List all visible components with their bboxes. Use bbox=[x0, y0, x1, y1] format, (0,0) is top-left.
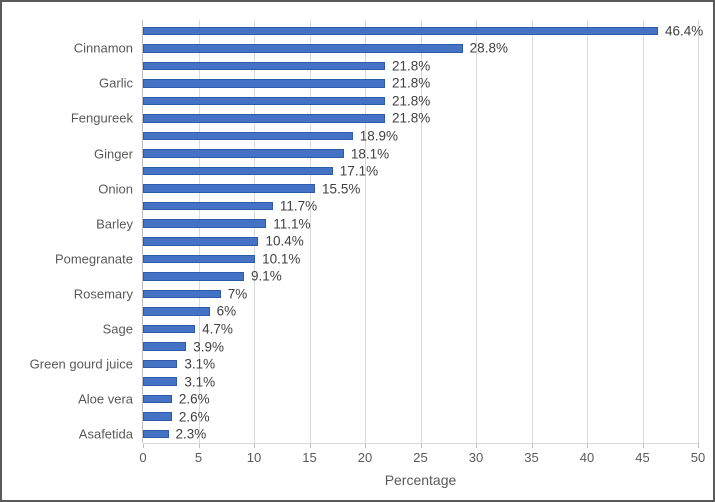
x-axis-tick bbox=[254, 443, 255, 448]
bar bbox=[143, 254, 256, 264]
bar bbox=[143, 394, 172, 404]
x-axis-tick bbox=[476, 443, 477, 448]
bar bbox=[143, 219, 267, 228]
bar-value-label: 2.3% bbox=[175, 426, 207, 442]
x-axis-tick bbox=[587, 443, 588, 448]
x-tick-label: 40 bbox=[579, 450, 595, 465]
bar bbox=[143, 61, 385, 71]
bar bbox=[143, 342, 187, 351]
bar-value-label: 28.8% bbox=[469, 40, 508, 56]
category-label: Green gourd juice bbox=[29, 356, 133, 372]
bar bbox=[143, 307, 210, 316]
category-label: Pomegranate bbox=[54, 251, 133, 267]
bar bbox=[143, 412, 172, 421]
x-tick-label: 45 bbox=[635, 450, 650, 465]
bar-value-label: 3.1% bbox=[184, 374, 216, 390]
x-tick-label: 5 bbox=[194, 450, 203, 465]
x-axis-tick bbox=[643, 443, 644, 448]
category-label: Sage bbox=[102, 321, 133, 337]
gridline bbox=[587, 20, 588, 443]
gridline bbox=[698, 20, 699, 443]
bar bbox=[143, 184, 316, 193]
bar bbox=[143, 44, 463, 53]
gridline bbox=[643, 20, 644, 443]
y-axis-line bbox=[142, 20, 143, 443]
bar-value-label: 21.8% bbox=[391, 75, 431, 91]
x-tick-label: 30 bbox=[468, 450, 484, 465]
x-tick-label: 35 bbox=[524, 450, 539, 465]
category-label: Rosemary bbox=[73, 286, 133, 302]
bar-value-label: 21.8% bbox=[391, 58, 431, 74]
gridline bbox=[365, 20, 366, 443]
x-tick-label: 15 bbox=[302, 450, 317, 465]
x-axis-title: Percentage bbox=[384, 472, 457, 488]
bar-value-label: 2.6% bbox=[178, 391, 210, 407]
x-axis-tick bbox=[199, 443, 200, 448]
bar bbox=[143, 359, 178, 369]
bar bbox=[143, 201, 273, 211]
x-tick-label: 0 bbox=[139, 450, 147, 465]
bar bbox=[143, 149, 344, 158]
bar-value-label: 7% bbox=[227, 286, 248, 302]
bar bbox=[143, 272, 244, 281]
bar-value-label: 6% bbox=[216, 303, 237, 319]
category-label: Barley bbox=[96, 216, 133, 232]
bar bbox=[143, 79, 385, 88]
x-tick-label: 10 bbox=[246, 450, 262, 465]
bar-value-label: 10.4% bbox=[265, 233, 304, 249]
bar bbox=[143, 377, 178, 386]
bar-value-label: 9.1% bbox=[251, 268, 282, 284]
category-label: Onion bbox=[98, 181, 133, 197]
bar-value-label: 4.7% bbox=[202, 321, 233, 337]
category-label: Aloe vera bbox=[78, 391, 133, 407]
bar-value-label: 21.8% bbox=[391, 93, 431, 109]
bar-value-label: 3.9% bbox=[193, 339, 225, 355]
x-tick-label: 25 bbox=[413, 450, 428, 465]
category-label: Cinnamon bbox=[73, 40, 133, 56]
x-axis-tick bbox=[532, 443, 533, 448]
bar bbox=[143, 324, 196, 334]
gridline bbox=[421, 20, 422, 443]
bar bbox=[143, 131, 353, 141]
gridline bbox=[532, 20, 533, 443]
x-axis-tick bbox=[310, 443, 311, 448]
gridline bbox=[254, 20, 255, 443]
bar bbox=[143, 96, 385, 106]
bar bbox=[143, 237, 259, 246]
gridline bbox=[199, 20, 200, 443]
x-axis-line bbox=[143, 443, 698, 444]
bar-value-label: 11.7% bbox=[279, 198, 318, 214]
bar bbox=[143, 26, 659, 36]
x-tick-label: 50 bbox=[690, 450, 706, 465]
bar-value-label: 11.1% bbox=[273, 216, 311, 232]
bar-value-label: 46.4% bbox=[665, 23, 704, 39]
bar-value-label: 10.1% bbox=[262, 251, 301, 267]
category-label: Garlic bbox=[99, 75, 133, 91]
bar-value-label: 18.1% bbox=[350, 146, 390, 162]
x-axis-tick bbox=[143, 443, 144, 448]
bar bbox=[143, 166, 333, 176]
x-axis-tick bbox=[365, 443, 366, 448]
category-label: Fengureek bbox=[70, 110, 133, 126]
gridline bbox=[476, 20, 477, 443]
category-label: Ginger bbox=[93, 146, 133, 162]
bar-value-label: 3.1% bbox=[184, 356, 216, 372]
bar-value-label: 15.5% bbox=[322, 181, 361, 197]
category-label: Asafetida bbox=[78, 426, 133, 442]
bar-value-label: 17.1% bbox=[339, 163, 379, 179]
bar-value-label: 2.6% bbox=[178, 409, 210, 425]
x-axis-tick bbox=[698, 443, 699, 448]
gridline bbox=[310, 20, 311, 443]
x-tick-label: 20 bbox=[357, 450, 373, 465]
bar bbox=[143, 429, 169, 439]
x-axis-tick bbox=[421, 443, 422, 448]
bar-value-label: 21.8% bbox=[391, 110, 431, 126]
bar bbox=[143, 289, 221, 299]
bar bbox=[143, 114, 385, 123]
bar-value-label: 18.9% bbox=[359, 128, 399, 144]
